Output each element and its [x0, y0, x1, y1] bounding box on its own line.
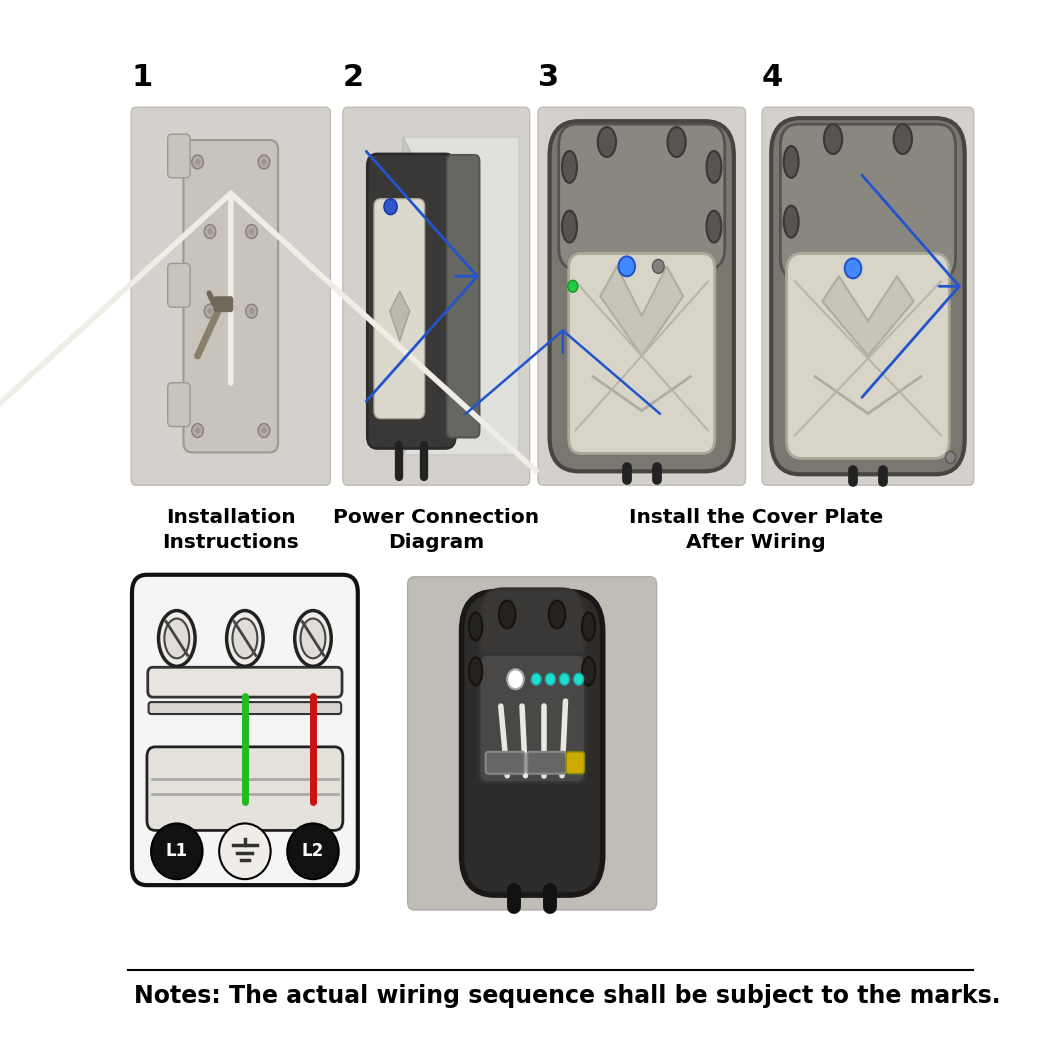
Ellipse shape: [668, 127, 686, 157]
Text: L1: L1: [165, 843, 188, 861]
Circle shape: [249, 229, 254, 234]
Ellipse shape: [295, 611, 331, 667]
Circle shape: [208, 308, 212, 314]
Ellipse shape: [301, 619, 325, 658]
Text: 3: 3: [537, 63, 559, 92]
Circle shape: [508, 669, 524, 689]
Ellipse shape: [159, 611, 195, 667]
FancyBboxPatch shape: [537, 107, 745, 485]
FancyBboxPatch shape: [213, 296, 233, 312]
Ellipse shape: [562, 151, 577, 182]
Circle shape: [262, 159, 266, 165]
FancyBboxPatch shape: [374, 198, 425, 419]
FancyBboxPatch shape: [148, 702, 341, 714]
Ellipse shape: [232, 619, 258, 658]
Circle shape: [845, 259, 862, 279]
Circle shape: [531, 673, 542, 685]
Text: 4: 4: [762, 63, 783, 92]
Ellipse shape: [894, 124, 912, 154]
Ellipse shape: [152, 824, 202, 879]
Ellipse shape: [783, 146, 798, 178]
Text: Notes: The actual wiring sequence shall be subject to the marks.: Notes: The actual wiring sequence shall …: [134, 984, 1001, 1008]
Ellipse shape: [164, 619, 190, 658]
Circle shape: [192, 155, 204, 169]
Polygon shape: [390, 292, 409, 341]
Circle shape: [560, 673, 569, 685]
Circle shape: [573, 673, 584, 685]
FancyBboxPatch shape: [368, 154, 456, 448]
Ellipse shape: [499, 601, 515, 629]
Circle shape: [946, 452, 955, 463]
FancyBboxPatch shape: [147, 668, 342, 697]
Circle shape: [249, 308, 254, 314]
Ellipse shape: [706, 211, 722, 243]
Text: 2: 2: [342, 63, 364, 92]
Ellipse shape: [582, 613, 596, 640]
FancyBboxPatch shape: [566, 752, 584, 774]
Ellipse shape: [469, 657, 482, 685]
Text: L2: L2: [302, 843, 324, 861]
Circle shape: [568, 280, 578, 293]
Ellipse shape: [227, 611, 263, 667]
FancyBboxPatch shape: [132, 575, 358, 885]
FancyBboxPatch shape: [568, 253, 714, 454]
Circle shape: [262, 427, 266, 434]
Ellipse shape: [783, 206, 798, 237]
Circle shape: [384, 198, 398, 215]
Ellipse shape: [287, 824, 339, 879]
Circle shape: [205, 225, 216, 238]
Text: 1: 1: [131, 63, 153, 92]
FancyBboxPatch shape: [480, 588, 584, 709]
Circle shape: [246, 304, 258, 318]
FancyBboxPatch shape: [147, 747, 342, 830]
FancyBboxPatch shape: [183, 140, 278, 453]
FancyBboxPatch shape: [447, 155, 479, 438]
FancyBboxPatch shape: [167, 383, 190, 426]
Ellipse shape: [598, 127, 616, 157]
Text: Installation
Instructions: Installation Instructions: [162, 508, 299, 552]
FancyBboxPatch shape: [762, 107, 974, 485]
FancyBboxPatch shape: [787, 253, 950, 458]
Circle shape: [192, 424, 204, 438]
FancyBboxPatch shape: [549, 121, 734, 472]
Ellipse shape: [706, 151, 722, 182]
Circle shape: [259, 424, 270, 438]
Circle shape: [246, 225, 258, 238]
Circle shape: [653, 260, 665, 273]
Circle shape: [195, 427, 200, 434]
FancyBboxPatch shape: [131, 107, 331, 485]
FancyBboxPatch shape: [167, 134, 190, 178]
Ellipse shape: [582, 657, 596, 685]
FancyBboxPatch shape: [527, 752, 566, 774]
Circle shape: [618, 257, 635, 277]
Ellipse shape: [562, 211, 577, 243]
Circle shape: [546, 673, 555, 685]
Text: Install the Cover Plate
After Wiring: Install the Cover Plate After Wiring: [629, 508, 883, 552]
Circle shape: [205, 304, 216, 318]
Ellipse shape: [549, 601, 565, 629]
Polygon shape: [403, 137, 416, 456]
Polygon shape: [600, 266, 684, 356]
FancyBboxPatch shape: [780, 124, 955, 280]
Polygon shape: [823, 277, 914, 356]
FancyBboxPatch shape: [342, 107, 530, 485]
Circle shape: [208, 229, 212, 234]
FancyBboxPatch shape: [485, 752, 525, 774]
Ellipse shape: [824, 124, 843, 154]
Circle shape: [259, 155, 270, 169]
FancyBboxPatch shape: [408, 577, 656, 909]
FancyBboxPatch shape: [772, 118, 965, 474]
Ellipse shape: [469, 613, 482, 640]
Polygon shape: [403, 137, 519, 456]
FancyBboxPatch shape: [479, 654, 585, 782]
FancyBboxPatch shape: [461, 591, 603, 895]
Text: Power Connection
Diagram: Power Connection Diagram: [333, 508, 540, 552]
FancyBboxPatch shape: [559, 124, 725, 269]
FancyBboxPatch shape: [167, 263, 190, 307]
Ellipse shape: [219, 824, 270, 879]
Circle shape: [195, 159, 200, 165]
